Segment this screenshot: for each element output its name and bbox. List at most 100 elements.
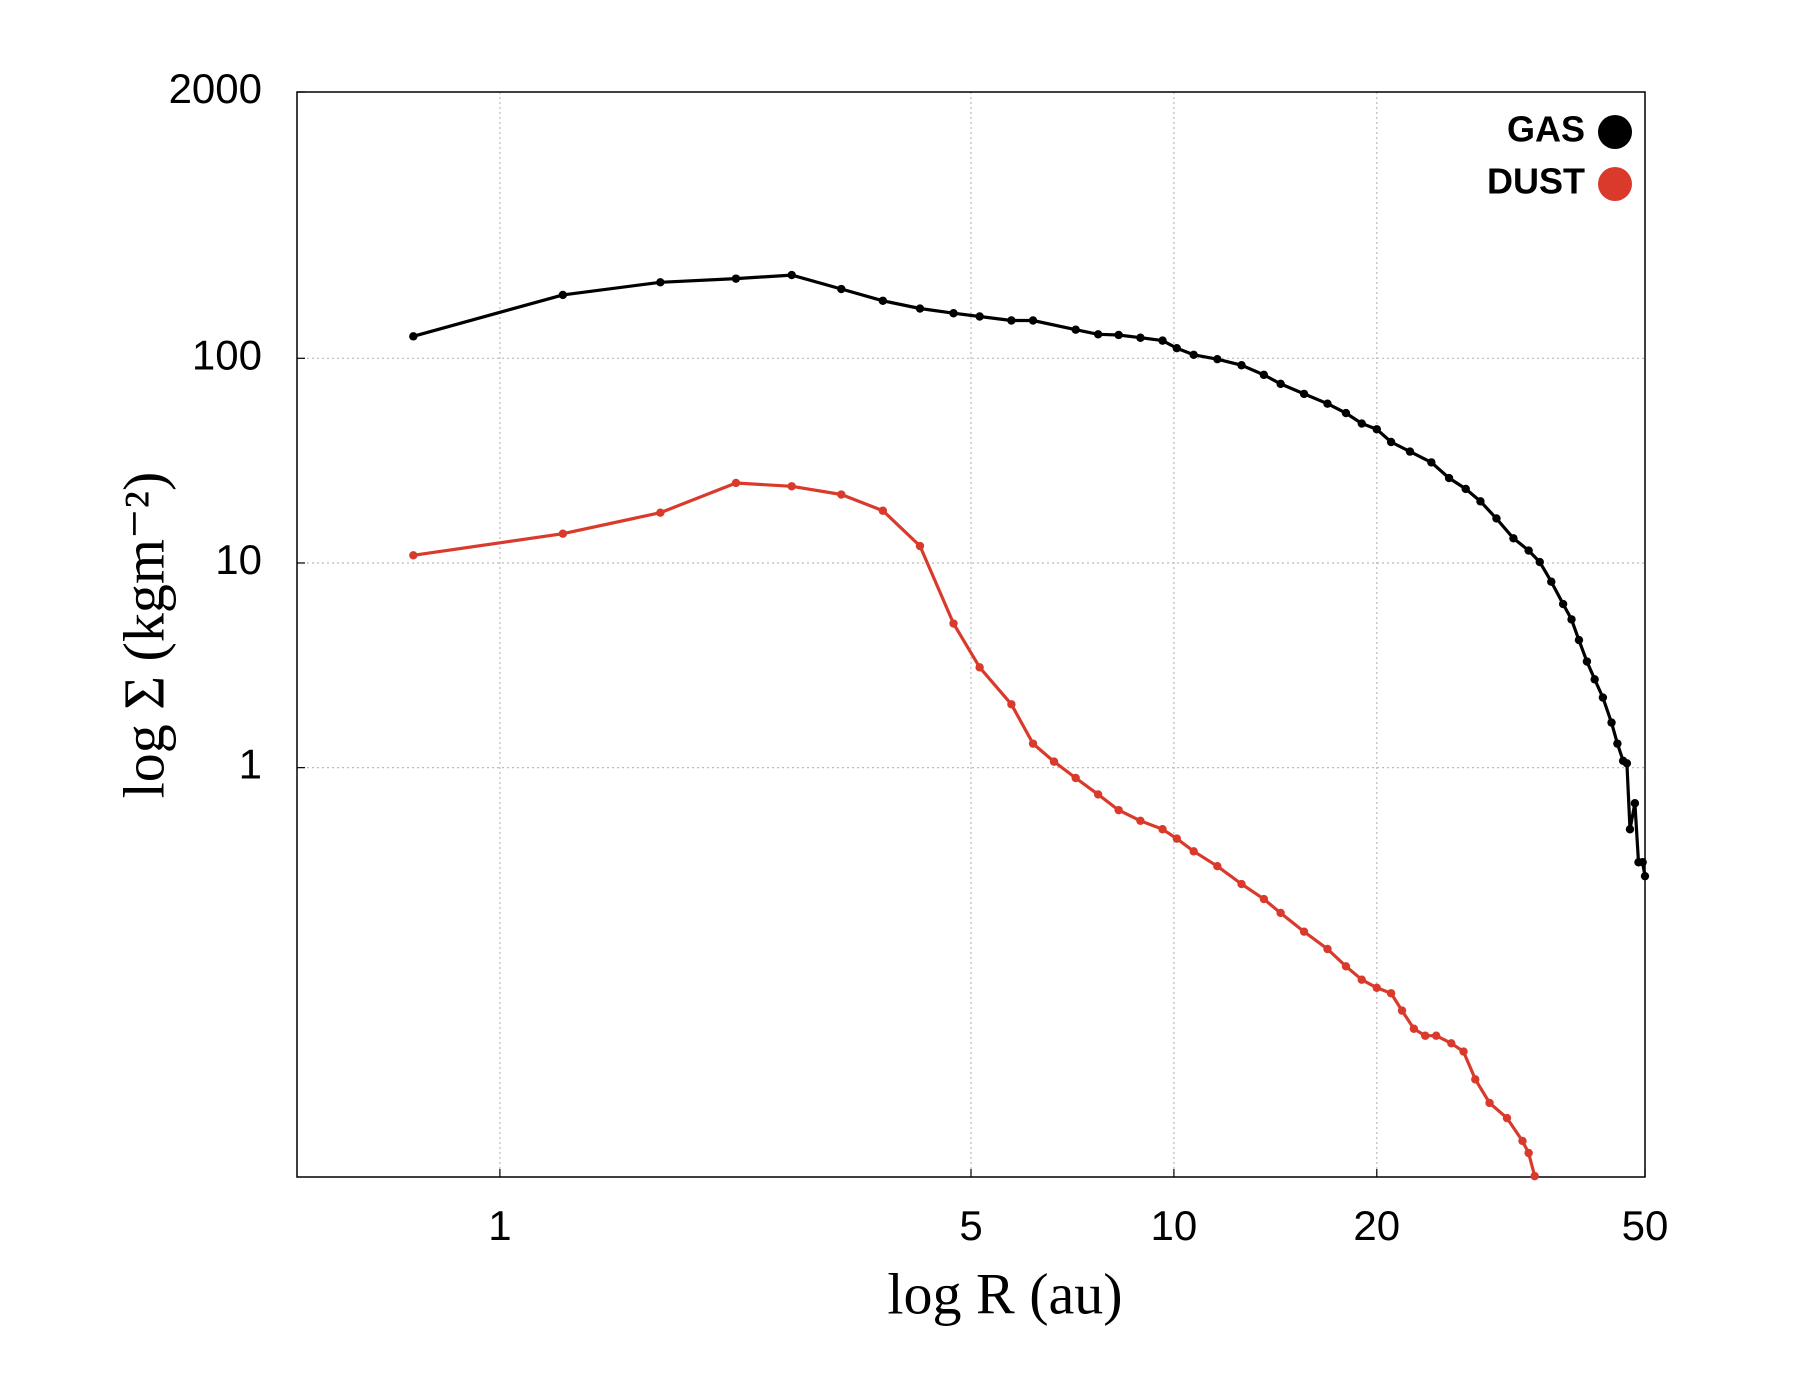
y-axis-label: log Σ (kgm⁻²) — [111, 472, 176, 799]
data-point — [1471, 1075, 1480, 1084]
data-point — [1558, 599, 1568, 609]
x-tick-label: 5 — [959, 1202, 982, 1249]
data-point — [1341, 962, 1351, 971]
data-point — [731, 274, 741, 283]
data-point — [1547, 577, 1556, 586]
data-point — [1530, 1171, 1539, 1181]
data-point — [878, 296, 888, 305]
data-point — [1607, 718, 1616, 727]
legend-label: DUST — [1487, 161, 1585, 202]
data-point — [1114, 805, 1123, 815]
y-tick-label: 1 — [239, 741, 262, 788]
data-point — [1502, 1113, 1512, 1123]
data-point — [949, 309, 958, 318]
data-point — [558, 290, 568, 300]
data-point — [656, 508, 665, 517]
data-point — [1114, 330, 1123, 340]
data-point — [1613, 739, 1622, 748]
data-point — [1372, 983, 1381, 993]
data-point — [1172, 834, 1182, 843]
data-point — [1574, 635, 1584, 645]
data-point — [1189, 847, 1198, 856]
data-point — [1638, 858, 1647, 867]
data-point — [837, 284, 846, 294]
x-tick-label: 10 — [1151, 1202, 1198, 1249]
data-point — [1459, 1047, 1468, 1056]
data-point — [1213, 861, 1222, 871]
data-point — [1357, 419, 1366, 428]
data-point — [409, 551, 418, 560]
data-point — [1357, 975, 1366, 984]
data-point — [1259, 894, 1269, 904]
data-point — [1640, 871, 1650, 881]
data-point — [787, 270, 796, 280]
data-point — [1567, 615, 1576, 624]
data-point — [731, 478, 741, 488]
data-point — [1028, 739, 1038, 748]
data-point — [1323, 944, 1332, 954]
y-tick-label: 2000 — [169, 65, 262, 112]
data-point — [1136, 333, 1145, 342]
legend-swatch — [1598, 167, 1632, 201]
data-point — [1461, 484, 1470, 494]
x-tick-label: 1 — [488, 1202, 511, 1249]
data-point — [1028, 316, 1038, 325]
data-point — [1158, 336, 1167, 345]
legend-label: GAS — [1507, 109, 1585, 150]
y-tick-label: 100 — [192, 331, 262, 378]
data-point — [1421, 1031, 1430, 1040]
data-point — [1237, 361, 1246, 370]
series-line — [413, 481, 1537, 1177]
data-point — [1625, 825, 1635, 834]
data-point — [1622, 759, 1632, 768]
data-point — [915, 541, 925, 551]
data-point — [1323, 399, 1332, 408]
data-point — [915, 304, 925, 313]
data-point — [1509, 534, 1518, 543]
data-point — [1189, 350, 1198, 360]
data-point — [1372, 425, 1381, 434]
data-point — [1535, 557, 1544, 567]
y-tick-label: 10 — [215, 536, 262, 583]
data-point — [1007, 316, 1016, 325]
data-point — [1386, 989, 1396, 998]
data-point — [1427, 458, 1436, 467]
data-point — [1476, 497, 1485, 506]
data-point — [878, 506, 888, 515]
x-tick-label: 20 — [1353, 1202, 1400, 1249]
data-point — [1397, 1006, 1407, 1015]
data-point — [1524, 1148, 1533, 1158]
data-point — [1447, 1039, 1456, 1048]
series-line — [412, 273, 1647, 877]
data-point — [787, 482, 796, 491]
data-point — [1276, 379, 1285, 389]
data-point — [1341, 408, 1351, 418]
data-point — [1007, 700, 1016, 709]
data-point — [1299, 389, 1309, 399]
data-point — [1582, 657, 1592, 666]
data-point — [1071, 773, 1080, 783]
data-point — [1093, 790, 1103, 799]
data-point — [837, 490, 846, 499]
data-point — [1431, 1031, 1441, 1040]
data-point — [1598, 693, 1608, 702]
data-point — [1518, 1136, 1527, 1146]
data-point — [1093, 330, 1103, 339]
data-point — [975, 312, 984, 321]
plot-frame — [296, 91, 1646, 1178]
data-point — [1071, 325, 1080, 334]
data-point — [1237, 879, 1246, 889]
data-point — [1158, 825, 1167, 834]
data-point — [1213, 354, 1222, 364]
data-point — [1409, 1024, 1419, 1033]
data-point — [1590, 675, 1599, 684]
data-point — [1259, 370, 1269, 380]
data-point — [1386, 437, 1396, 447]
x-tick-label: 50 — [1622, 1202, 1669, 1249]
data-point — [975, 663, 984, 672]
data-point — [1172, 344, 1182, 353]
data-point — [1630, 799, 1640, 808]
data-point — [1405, 447, 1415, 456]
data-point — [1136, 816, 1145, 825]
